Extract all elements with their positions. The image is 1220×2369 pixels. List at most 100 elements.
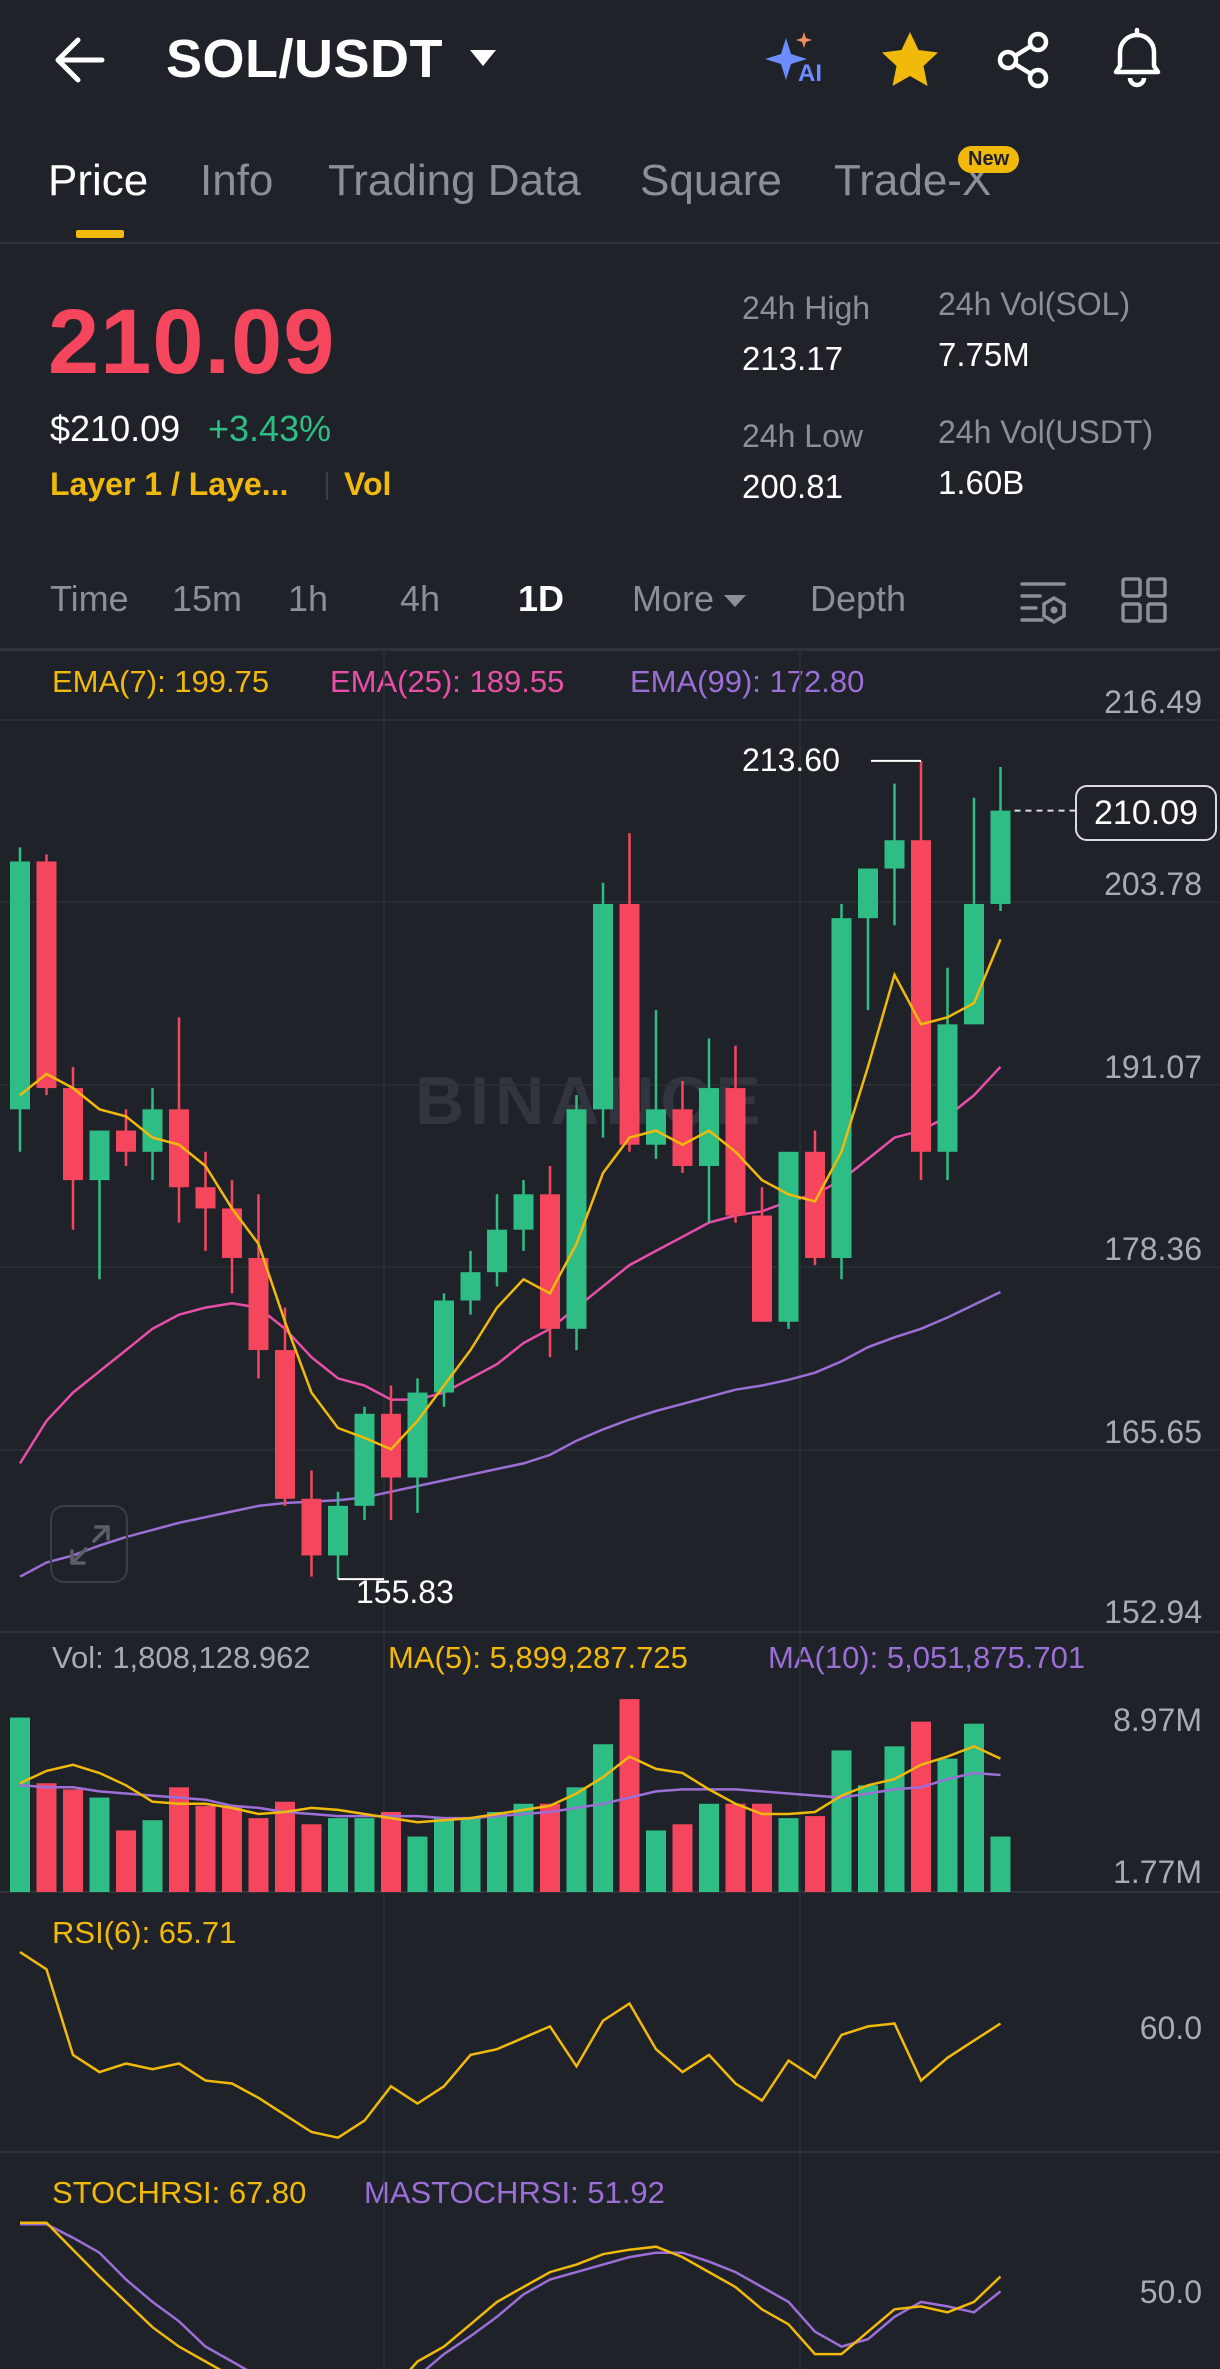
volume-ma10-legend: MA(10): 5,051,875.701 [768,1640,1086,1675]
volume-bar [142,1820,163,1892]
vol-tag[interactable]: Vol [344,466,392,502]
volume-bar [513,1803,534,1892]
vol-base-value: 7.75M [938,336,1030,373]
high-value: 213.17 [742,340,843,377]
volume-bar [434,1818,454,1892]
volume-bar [911,1721,931,1892]
volume-bar [646,1830,666,1892]
interval-15m[interactable]: 15m [172,578,243,619]
interval-1h[interactable]: 1h [288,578,329,619]
tab-bar: Price Info Trading Data Square Trade-X N… [0,140,1220,244]
volume-bar [964,1723,984,1892]
ema25-line [18,1065,1002,1465]
candle-body [884,840,905,869]
interval-depth[interactable]: Depth [810,578,907,619]
volume-bar [858,1785,878,1892]
volume-bar [36,1783,57,1892]
candle-body [36,861,57,1089]
volume-bar [619,1699,640,1892]
star-icon[interactable] [880,30,940,88]
high-label: 24h High [742,290,871,326]
volume-bar [248,1818,269,1892]
volume-bar [354,1818,375,1892]
vol-quote-label: 24h Vol(USDT) [938,414,1154,450]
volume-bar [169,1787,189,1892]
candle-body [10,861,30,1110]
stochrsi-axis-tick: 50.0 [1139,2274,1202,2310]
tab-trading-data[interactable]: Trading Data [328,156,581,205]
candle-body [301,1498,322,1556]
bell-icon[interactable] [1108,26,1166,90]
price-axis-tick: 203.78 [1104,866,1202,902]
high-marker-label: 213.60 [742,742,840,778]
volume-bar [990,1836,1011,1892]
tag-divider [326,472,328,500]
tab-info[interactable]: Info [200,156,274,205]
price-change: +3.43% [208,408,332,449]
tab-square[interactable]: Square [640,156,782,205]
interval-more[interactable]: More [632,578,747,620]
volume-bar [540,1803,560,1892]
price-axis-tick: 191.07 [1104,1049,1202,1085]
candle-body [513,1194,534,1230]
ema25-legend: EMA(25): 189.55 [330,664,565,699]
indicator-settings-icon[interactable] [1018,576,1068,626]
category-tag[interactable]: Layer 1 / Laye... [50,466,289,502]
candle-body [990,810,1011,904]
ai-label: AI [798,60,822,87]
volume-bar [752,1803,772,1892]
back-arrow-icon[interactable] [52,34,108,86]
price-axis-tick: 152.94 [1104,1594,1202,1630]
volume-ma5-line [19,1744,1002,1824]
candle-body [248,1258,269,1351]
pair-selector[interactable]: SOL/USDT [166,28,443,90]
volume-bar [805,1816,825,1892]
pair-title: SOL/USDT [166,29,444,89]
candle-body [169,1109,189,1188]
mastochrsi-legend: MASTOCHRSI: 51.92 [364,2175,665,2210]
chevron-down-icon[interactable] [468,48,498,70]
interval-1d[interactable]: 1D [518,578,565,619]
candle-body [699,1088,719,1166]
volume-bar [937,1758,958,1892]
volume-axis-tick: 8.97M [1113,1702,1202,1738]
low-marker-label: 155.83 [356,1574,454,1610]
interval-time[interactable]: Time [50,578,129,619]
candle-body [381,1413,401,1478]
interval-4h[interactable]: 4h [400,578,441,619]
price-axis-tick: 178.36 [1104,1231,1202,1267]
volume-bar [381,1811,401,1892]
interval-more-label: More [632,578,715,619]
rsi-line [19,1951,1002,2140]
candle-body [540,1194,560,1329]
low-label: 24h Low [742,418,863,454]
rsi-legend: RSI(6): 65.71 [52,1915,237,1950]
candle-body [275,1350,295,1499]
ai-button[interactable]: AI [764,26,834,90]
candle-body [460,1272,481,1301]
price-axis-tick: 165.65 [1104,1414,1202,1450]
last-price: 210.09 [48,291,336,393]
volume-bar [725,1803,746,1892]
share-icon[interactable] [994,30,1054,90]
volume-bar [301,1824,322,1892]
mastochrsi-line [20,2223,1002,2369]
volume-bar [593,1744,613,1892]
fullscreen-button[interactable] [50,1505,128,1583]
ema7-legend: EMA(7): 199.75 [52,664,270,699]
volume-bar [195,1805,216,1892]
new-badge: New [958,146,1020,173]
candle-body [407,1392,428,1478]
volume-bar [672,1824,693,1892]
candle-body [328,1505,348,1556]
tab-price[interactable]: Price [48,156,149,205]
volume-bar [699,1803,719,1892]
candle-body [487,1229,507,1273]
volume-bar [407,1836,428,1892]
stochrsi-line [20,2221,1002,2369]
grid-layout-icon[interactable] [1120,576,1168,624]
vol-base-label: 24h Vol(SOL) [938,286,1131,322]
volume-bar [460,1818,481,1892]
volume-bar [10,1717,30,1892]
